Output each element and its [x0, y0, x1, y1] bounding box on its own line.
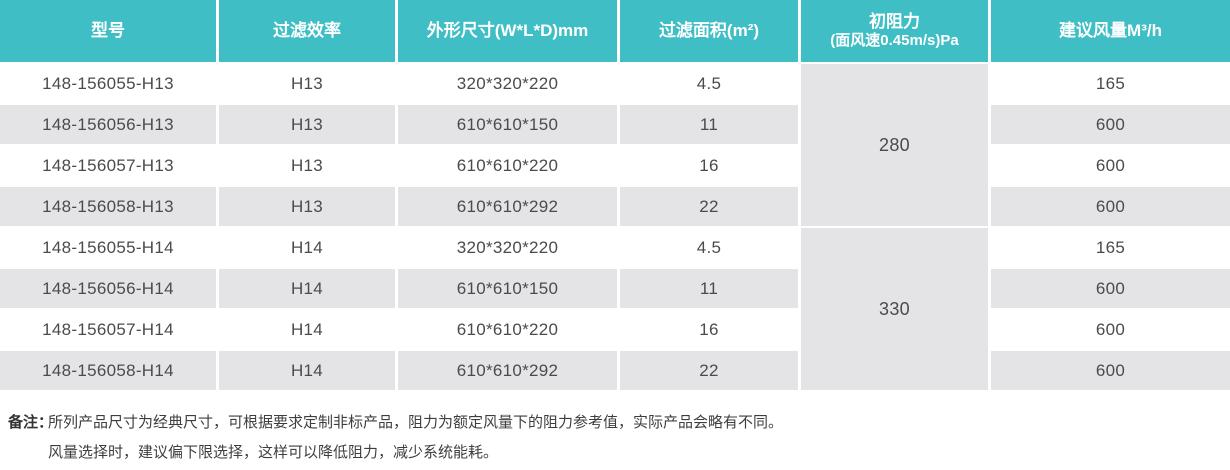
col-header-dimensions: 外形尺寸(W*L*D)mm [398, 0, 617, 62]
col-header-efficiency: 过滤效率 [219, 0, 395, 62]
cell-model: 148-156055-H14 [0, 228, 216, 267]
cell-dimensions: 610*610*220 [398, 310, 617, 349]
cell-efficiency: H13 [219, 146, 395, 185]
table-row: 148-156058-H13 H13 610*610*292 22 600 [0, 187, 1230, 226]
initial-resistance-subtitle: (面风速0.45m/s)Pa [830, 32, 959, 50]
cell-initial-resistance-h14: 330 [801, 228, 988, 390]
cell-airflow: 600 [991, 351, 1230, 390]
filter-spec-table: 型号 过滤效率 外形尺寸(W*L*D)mm 过滤面积(m²) 初阻力 (面风速0… [0, 0, 1230, 390]
col-header-model: 型号 [0, 0, 216, 62]
cell-efficiency: H13 [219, 187, 395, 226]
cell-initial-resistance-h13: 280 [801, 64, 988, 226]
footnote-label: 备注： [8, 414, 54, 431]
cell-model: 148-156057-H14 [0, 310, 216, 349]
col-header-area: 过滤面积(m²) [620, 0, 798, 62]
cell-area: 16 [620, 146, 798, 185]
cell-model: 148-156058-H14 [0, 351, 216, 390]
cell-model: 148-156056-H14 [0, 269, 216, 308]
footnote-line-2: 风量选择时，建议偏下限选择，这样可以降低阻力，减少系统能耗。 [48, 444, 499, 461]
cell-area: 22 [620, 351, 798, 390]
table-row: 148-156058-H14 H14 610*610*292 22 600 [0, 351, 1230, 390]
table-row: 148-156056-H13 H13 610*610*150 11 600 [0, 105, 1230, 144]
table-row: 148-156056-H14 H14 610*610*150 11 600 [0, 269, 1230, 308]
spec-table-wrap: 型号 过滤效率 外形尺寸(W*L*D)mm 过滤面积(m²) 初阻力 (面风速0… [0, 0, 1230, 390]
cell-area: 4.5 [620, 228, 798, 267]
table-row: 148-156057-H14 H14 610*610*220 16 600 [0, 310, 1230, 349]
col-header-initial-resistance: 初阻力 (面风速0.45m/s)Pa [801, 0, 988, 62]
cell-area: 16 [620, 310, 798, 349]
table-row: 148-156057-H13 H13 610*610*220 16 600 [0, 146, 1230, 185]
cell-airflow: 600 [991, 310, 1230, 349]
header-row: 型号 过滤效率 外形尺寸(W*L*D)mm 过滤面积(m²) 初阻力 (面风速0… [0, 0, 1230, 62]
cell-dimensions: 610*610*292 [398, 351, 617, 390]
cell-dimensions: 320*320*220 [398, 228, 617, 267]
cell-efficiency: H13 [219, 64, 395, 103]
group-h14: 148-156055-H14 H14 320*320*220 4.5 330 1… [0, 228, 1230, 390]
cell-airflow: 600 [991, 187, 1230, 226]
cell-airflow: 600 [991, 269, 1230, 308]
cell-area: 4.5 [620, 64, 798, 103]
cell-efficiency: H14 [219, 351, 395, 390]
cell-efficiency: H14 [219, 269, 395, 308]
cell-model: 148-156058-H13 [0, 187, 216, 226]
cell-model: 148-156056-H13 [0, 105, 216, 144]
table-header: 型号 过滤效率 外形尺寸(W*L*D)mm 过滤面积(m²) 初阻力 (面风速0… [0, 0, 1230, 62]
initial-resistance-title: 初阻力 [869, 12, 920, 31]
cell-airflow: 165 [991, 228, 1230, 267]
cell-area: 11 [620, 269, 798, 308]
cell-dimensions: 610*610*292 [398, 187, 617, 226]
cell-airflow: 600 [991, 105, 1230, 144]
col-header-airflow: 建议风量M³/h [991, 0, 1230, 62]
group-h13: 148-156055-H13 H13 320*320*220 4.5 280 1… [0, 64, 1230, 226]
table-row: 148-156055-H14 H14 320*320*220 4.5 330 1… [0, 228, 1230, 390]
cell-dimensions: 610*610*150 [398, 269, 617, 308]
table-row: 148-156055-H13 H13 320*320*220 4.5 280 1… [0, 64, 1230, 226]
cell-airflow: 600 [991, 146, 1230, 185]
cell-efficiency: H13 [219, 105, 395, 144]
cell-efficiency: H14 [219, 228, 395, 267]
cell-dimensions: 610*610*150 [398, 105, 617, 144]
cell-dimensions: 320*320*220 [398, 64, 617, 103]
cell-area: 11 [620, 105, 798, 144]
cell-dimensions: 610*610*220 [398, 146, 617, 185]
cell-efficiency: H14 [219, 310, 395, 349]
cell-model: 148-156057-H13 [0, 146, 216, 185]
cell-model: 148-156055-H13 [0, 64, 216, 103]
cell-area: 22 [620, 187, 798, 226]
cell-airflow: 165 [991, 64, 1230, 103]
footnote-line-1: 所列产品尺寸为经典尺寸，可根据要求定制非标产品，阻力为额定风量下的阻力参考值，实… [48, 414, 784, 431]
footnotes: 备注： 所列产品尺寸为经典尺寸，可根据要求定制非标产品，阻力为额定风量下的阻力参… [0, 408, 1230, 468]
